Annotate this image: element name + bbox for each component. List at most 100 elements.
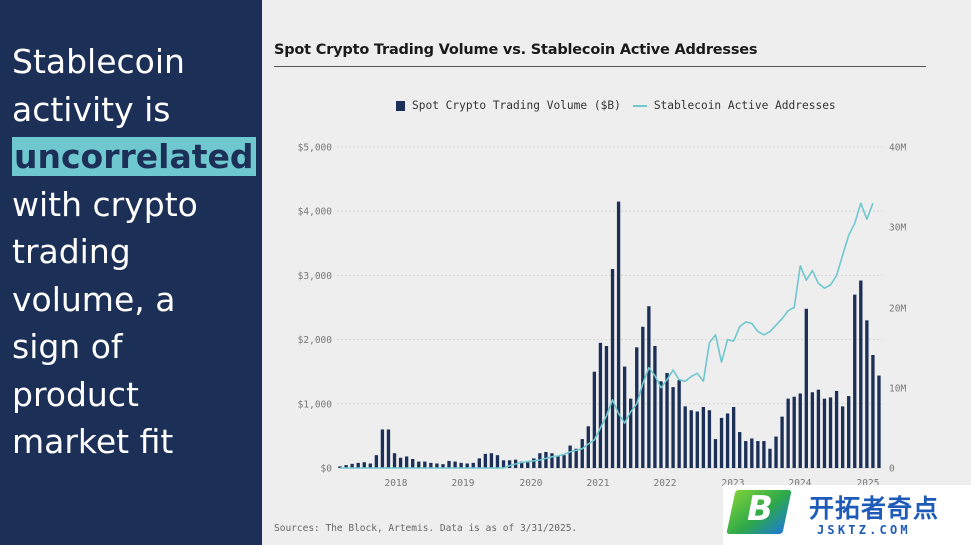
volume-bar bbox=[768, 448, 772, 468]
volume-bar bbox=[762, 441, 766, 468]
volume-bar bbox=[647, 306, 651, 468]
volume-bar bbox=[417, 461, 421, 468]
volume-bar bbox=[671, 387, 675, 468]
x-tick-label: 2022 bbox=[654, 478, 677, 489]
volume-bar bbox=[568, 445, 572, 468]
volume-bar bbox=[374, 455, 379, 468]
volume-bar bbox=[695, 411, 699, 468]
volume-bar bbox=[707, 410, 712, 468]
y-left-tick-label: $0 bbox=[321, 464, 333, 475]
x-tick-label: 2025 bbox=[857, 478, 880, 489]
volume-bar bbox=[441, 464, 445, 468]
volume-bar bbox=[725, 413, 730, 468]
watermark-logo: B 开拓者奇点 JSKTZ.COM bbox=[723, 485, 971, 545]
y-left-tick-label: $4,000 bbox=[298, 207, 333, 218]
volume-bar bbox=[840, 406, 845, 468]
headline-highlight-line: uncorrelated bbox=[12, 133, 260, 181]
volume-bar bbox=[447, 460, 451, 468]
volume-bar bbox=[683, 406, 687, 468]
headline-highlight: uncorrelated bbox=[12, 137, 256, 176]
headline: Stablecoin activity is uncorrelated with… bbox=[12, 38, 260, 466]
volume-bar bbox=[368, 463, 372, 468]
legend-swatch-bar bbox=[396, 100, 405, 111]
volume-bar bbox=[610, 268, 615, 468]
volume-bar bbox=[453, 461, 457, 468]
volume-bar bbox=[507, 460, 512, 468]
volume-bar bbox=[677, 380, 681, 468]
volume-bar bbox=[629, 398, 633, 468]
volume-bar bbox=[853, 294, 857, 468]
headline-line: trading bbox=[12, 232, 131, 271]
volume-bar bbox=[804, 308, 808, 468]
volume-bar bbox=[871, 355, 875, 468]
volume-bar bbox=[792, 396, 796, 468]
headline-panel: Stablecoin activity is uncorrelated with… bbox=[0, 0, 262, 545]
logo-name: 开拓者奇点 bbox=[809, 494, 940, 523]
legend-swatch-line bbox=[632, 104, 647, 107]
y-right-tick-label: 0 bbox=[889, 464, 895, 475]
volume-bar bbox=[877, 375, 881, 468]
volume-bar bbox=[598, 342, 603, 468]
volume-bar bbox=[423, 461, 427, 468]
logo-letter: B bbox=[747, 489, 773, 529]
volume-bar bbox=[641, 326, 645, 468]
title-divider bbox=[274, 66, 926, 67]
volume-bar bbox=[798, 393, 802, 468]
volume-bar bbox=[774, 436, 778, 468]
legend-item-addresses: Stablecoin Active Addresses bbox=[632, 99, 836, 112]
legend-label-addresses: Stablecoin Active Addresses bbox=[653, 99, 836, 112]
y-left-tick-label: $5,000 bbox=[298, 143, 333, 154]
volume-bar bbox=[810, 392, 815, 468]
chart-panel bbox=[262, 0, 971, 545]
volume-bar bbox=[380, 429, 385, 468]
volume-bar bbox=[483, 453, 488, 468]
volume-bar bbox=[574, 448, 578, 468]
volume-bar bbox=[738, 432, 742, 468]
volume-bar bbox=[465, 463, 469, 468]
volume-bar bbox=[404, 456, 409, 468]
volume-bar bbox=[556, 456, 560, 468]
volume-bar bbox=[544, 451, 548, 468]
volume-bar bbox=[689, 410, 693, 468]
volume-bar bbox=[816, 389, 821, 468]
volume-bar bbox=[520, 461, 524, 468]
logo-url: JSKTZ.COM bbox=[817, 523, 911, 537]
volume-bar bbox=[604, 346, 609, 468]
headline-line: Stablecoin bbox=[12, 42, 185, 81]
addresses-line bbox=[340, 202, 874, 469]
volume-bar bbox=[398, 457, 403, 468]
headline-line: product bbox=[12, 374, 139, 414]
y-left-tick-label: $2,000 bbox=[298, 335, 333, 346]
volume-bar bbox=[471, 462, 475, 468]
volume-bar bbox=[350, 463, 354, 468]
volume-bar bbox=[477, 458, 481, 468]
volume-bar bbox=[532, 458, 536, 468]
x-tick-label: 2019 bbox=[452, 478, 475, 489]
volume-bar bbox=[653, 346, 657, 468]
volume-bar bbox=[616, 201, 621, 468]
headline-line: market fit bbox=[12, 422, 174, 461]
x-tick-label: 2018 bbox=[385, 478, 408, 489]
volume-bar bbox=[744, 441, 748, 468]
volume-bar bbox=[719, 417, 724, 468]
volume-bar bbox=[786, 398, 790, 468]
volume-bar bbox=[622, 366, 627, 468]
volume-bar bbox=[435, 463, 439, 468]
volume-bar bbox=[756, 441, 760, 468]
legend-label-volume: Spot Crypto Trading Volume ($B) bbox=[412, 99, 621, 112]
y-right-tick-label: 40M bbox=[889, 143, 906, 154]
headline-line: volume, a bbox=[12, 279, 176, 319]
y-left-tick-label: $1,000 bbox=[298, 399, 333, 410]
volume-bar bbox=[489, 453, 494, 468]
volume-bar bbox=[635, 347, 639, 468]
volume-bar bbox=[580, 439, 584, 468]
volume-bar bbox=[550, 453, 554, 468]
volume-bar bbox=[713, 439, 718, 468]
volume-bar bbox=[834, 390, 839, 468]
volume-bar bbox=[750, 438, 754, 468]
x-tick-label: 2023 bbox=[722, 478, 745, 489]
volume-bar bbox=[701, 407, 706, 468]
volume-bar bbox=[429, 462, 433, 468]
x-tick-label: 2021 bbox=[587, 478, 610, 489]
headline-line: with crypto bbox=[12, 184, 198, 224]
